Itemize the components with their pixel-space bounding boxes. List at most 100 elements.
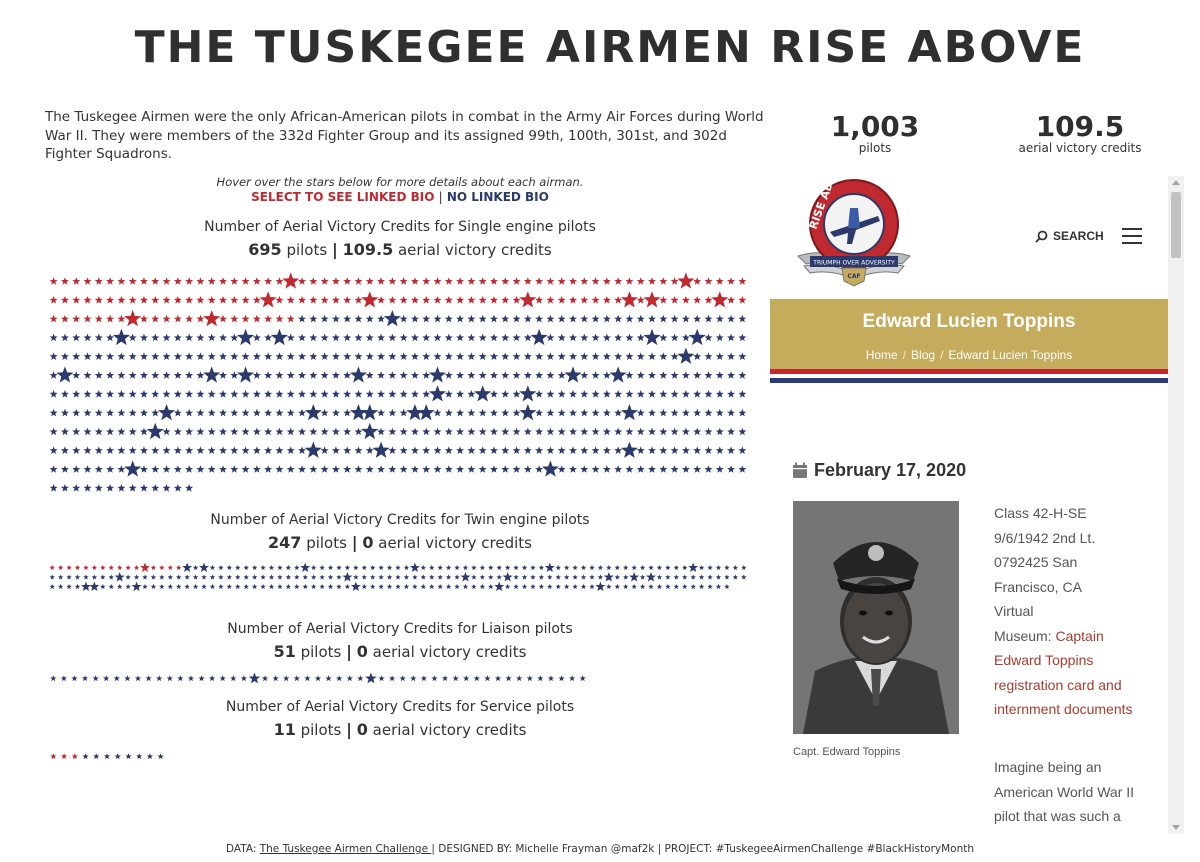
airman-star[interactable] [383, 310, 401, 327]
airman-star-linked[interactable] [519, 291, 537, 308]
airman-star[interactable] [673, 574, 680, 580]
airman-star-linked[interactable] [410, 277, 419, 285]
airman-star[interactable] [546, 352, 555, 360]
airman-star-linked[interactable] [196, 277, 205, 285]
airman-star[interactable] [467, 465, 476, 473]
airman-star[interactable] [467, 390, 476, 398]
airman-star[interactable] [264, 333, 273, 342]
airman-star[interactable] [639, 583, 646, 590]
airman-star[interactable] [185, 390, 194, 398]
airman-star-linked[interactable] [433, 277, 442, 285]
airman-star[interactable] [309, 333, 318, 342]
airman-star[interactable] [320, 408, 329, 417]
airman-star-linked[interactable] [377, 296, 386, 304]
airman-star[interactable] [275, 371, 284, 379]
airman-star[interactable] [49, 352, 58, 360]
airman-star[interactable] [471, 564, 477, 571]
airman-star[interactable] [738, 314, 747, 323]
airman-star[interactable] [117, 446, 126, 454]
airman-star[interactable] [66, 583, 72, 590]
airman-star[interactable] [83, 574, 89, 580]
airman-star[interactable] [614, 583, 620, 590]
airman-star-linked[interactable] [580, 296, 589, 304]
airman-star[interactable] [162, 446, 171, 454]
airman-star[interactable] [319, 583, 325, 590]
airman-star[interactable] [456, 314, 465, 323]
airman-star[interactable] [196, 333, 205, 342]
airman-star[interactable] [659, 333, 668, 342]
airman-star[interactable] [298, 427, 307, 436]
airman-star[interactable] [277, 583, 283, 590]
airman-star[interactable] [591, 352, 600, 360]
airman-star[interactable] [219, 390, 227, 398]
airman-star[interactable] [378, 675, 385, 682]
airman-star[interactable] [589, 574, 595, 580]
airman-star[interactable] [264, 371, 273, 379]
airman-star[interactable] [489, 465, 498, 473]
airman-star[interactable] [150, 583, 157, 590]
airman-star[interactable] [361, 574, 367, 580]
airman-star[interactable] [182, 563, 193, 572]
airman-star[interactable] [530, 574, 536, 580]
airman-star[interactable] [623, 564, 629, 571]
airman-star[interactable] [173, 408, 182, 417]
airman-star[interactable] [94, 352, 103, 360]
airman-star[interactable] [286, 352, 295, 360]
airman-star[interactable] [117, 484, 126, 492]
airman-star-linked[interactable] [106, 277, 115, 285]
airman-star[interactable] [128, 390, 137, 398]
airman-star[interactable] [187, 675, 195, 682]
airman-star[interactable] [343, 314, 352, 323]
airman-star[interactable] [715, 427, 724, 436]
airman-star[interactable] [199, 563, 209, 572]
airman-star[interactable] [237, 328, 255, 346]
airman-star[interactable] [103, 753, 111, 760]
airman-star[interactable] [226, 583, 233, 590]
breadcrumb-blog[interactable]: Blog [911, 348, 936, 362]
airman-star[interactable] [715, 333, 724, 342]
airman-star[interactable] [410, 333, 419, 342]
airman-star[interactable] [428, 385, 447, 402]
airman-star-linked[interactable] [298, 277, 307, 285]
airman-star[interactable] [151, 352, 160, 360]
airman-star[interactable] [320, 390, 329, 398]
airman-star-linked[interactable] [125, 564, 131, 571]
airman-star[interactable] [343, 390, 352, 398]
airman-star[interactable] [248, 673, 261, 684]
airman-star-linked[interactable] [185, 296, 194, 304]
airman-star[interactable] [268, 574, 275, 580]
airman-star[interactable] [422, 352, 431, 360]
airman-star-linked[interactable] [614, 296, 623, 304]
airman-star[interactable] [429, 564, 435, 571]
airman-star[interactable] [670, 352, 679, 360]
airman-star-linked[interactable] [433, 296, 442, 304]
airman-star[interactable] [738, 446, 747, 454]
airman-star[interactable] [648, 314, 657, 323]
airman-star[interactable] [479, 564, 486, 571]
airman-star[interactable] [331, 446, 340, 454]
airman-star[interactable] [572, 574, 578, 580]
airman-star-linked[interactable] [286, 314, 295, 323]
airman-star[interactable] [557, 446, 566, 454]
airman-star[interactable] [146, 753, 154, 760]
airman-star[interactable] [444, 371, 453, 379]
airman-star[interactable] [422, 314, 431, 323]
airman-star[interactable] [235, 574, 241, 580]
airman-star[interactable] [388, 427, 397, 436]
airman-star[interactable] [501, 427, 510, 436]
airman-star[interactable] [557, 352, 566, 360]
airman-star[interactable] [467, 446, 476, 454]
airman-star-linked[interactable] [66, 564, 72, 571]
airman-star-linked[interactable] [91, 564, 98, 571]
breadcrumb-home[interactable]: Home [865, 348, 898, 362]
airman-star[interactable] [399, 314, 408, 323]
airman-star[interactable] [420, 564, 427, 571]
airman-star[interactable] [309, 314, 318, 323]
airman-star[interactable] [462, 583, 469, 590]
airman-star[interactable] [260, 564, 266, 571]
airman-star[interactable] [478, 427, 487, 436]
airman-star[interactable] [230, 371, 239, 379]
airman-star[interactable] [159, 583, 165, 590]
airman-star[interactable] [314, 675, 322, 682]
airman-star[interactable] [478, 371, 487, 379]
